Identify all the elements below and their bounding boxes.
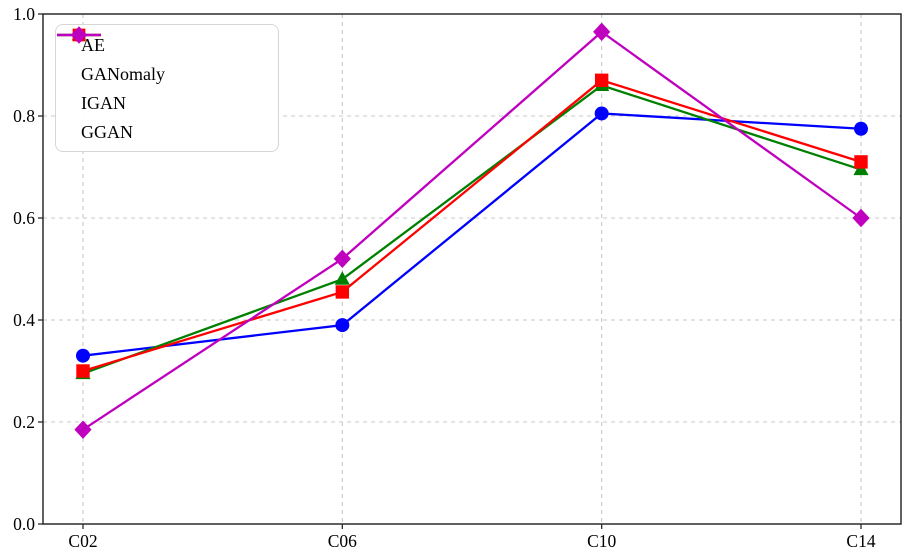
marker-GGAN-C14	[852, 208, 870, 228]
series-line-GGAN	[82, 30, 862, 431]
marker-AE-C10	[594, 106, 609, 121]
marker-AE-C06	[335, 318, 350, 333]
y-tick-label-0.8: 0.8	[13, 106, 35, 126]
plot-border	[42, 13, 902, 525]
legend-label-GGAN: GGAN	[81, 121, 133, 142]
legend-marker-diamond-icon	[57, 26, 101, 44]
marker-IGAN-C06	[335, 285, 350, 299]
marker-AE-C14	[854, 121, 868, 136]
legend-item-GGAN: GGAN	[56, 26, 278, 146]
marker-GGAN-C06	[333, 249, 351, 268]
x-tick-label-C06: C06	[328, 531, 357, 551]
marker-IGAN-C10	[594, 73, 609, 87]
legend-label-IGAN: IGAN	[81, 92, 126, 113]
legend-label-GANomaly: GANomaly	[81, 63, 165, 84]
y-tick-label-0.2: 0.2	[13, 412, 35, 432]
series-line-GANomaly	[82, 84, 862, 375]
x-tick-label-C14: C14	[846, 531, 875, 551]
marker-IGAN-C02	[76, 364, 90, 378]
marker-GANomaly-C06	[334, 271, 350, 285]
y-tick-label-1.0: 1.0	[13, 4, 35, 24]
legend-item-GANomaly: GANomaly	[56, 27, 278, 88]
legend-item-IGAN: IGAN	[56, 28, 278, 117]
legend-marker-GGAN	[70, 26, 88, 44]
marker-GGAN-C02	[74, 420, 92, 439]
y-tick-label-0.6: 0.6	[13, 208, 35, 228]
marker-IGAN-C14	[854, 155, 868, 169]
series-line-IGAN	[82, 79, 862, 373]
x-tick-label-C10: C10	[587, 531, 616, 551]
legend-label-AE: AE	[81, 34, 105, 55]
marker-AE-C02	[76, 348, 90, 363]
legend: AE GANomaly IGAN GGAN	[55, 24, 279, 152]
y-tick-label-0.0: 0.0	[13, 514, 35, 534]
x-tick-label-C02: C02	[68, 531, 97, 551]
y-tick-label-0.4: 0.4	[13, 310, 35, 330]
marker-GGAN-C10	[593, 22, 611, 42]
